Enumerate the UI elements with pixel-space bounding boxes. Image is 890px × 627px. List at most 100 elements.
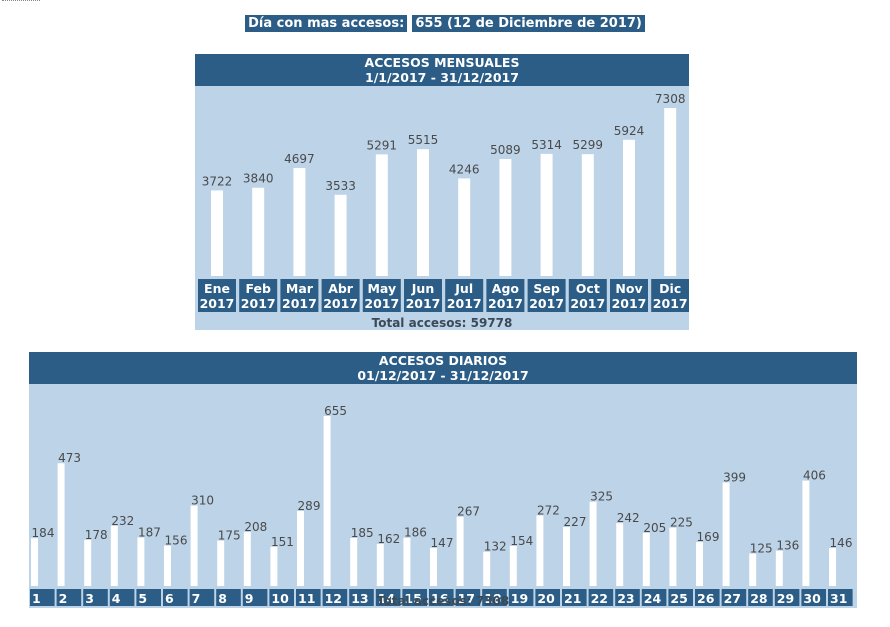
daily-category-label: 27 <box>724 591 741 606</box>
daily-bar-11 <box>297 510 304 586</box>
daily-category-label: 16 <box>431 591 449 606</box>
monthly-category-label: Oct <box>576 281 600 296</box>
monthly-value-label: 5089 <box>490 143 521 157</box>
monthly-category-cell <box>404 279 442 312</box>
daily-value-label: 205 <box>643 521 666 535</box>
daily-bar-14 <box>376 543 384 586</box>
monthly-category-year: 2017 <box>570 296 605 311</box>
daily-value-label: 162 <box>377 532 400 546</box>
daily-category-cell <box>748 589 773 606</box>
daily-category-label: 2 <box>59 591 68 606</box>
daily-category-cell <box>695 589 720 606</box>
monthly-value-label: 4697 <box>284 152 315 166</box>
daily-category-label: 26 <box>697 591 715 606</box>
daily-value-label: 272 <box>537 503 560 517</box>
daily-value-label: 310 <box>191 494 214 508</box>
daily-category-label: 14 <box>378 591 396 606</box>
daily-category-cell <box>455 589 481 606</box>
daily-value-label: 267 <box>457 505 480 519</box>
monthly-category-label: Sep <box>533 281 559 296</box>
monthly-category-year: 2017 <box>323 296 358 311</box>
daily-category-cell <box>828 589 853 606</box>
daily-category-cell <box>375 589 401 606</box>
daily-category-label: 10 <box>271 591 289 606</box>
monthly-value-label: 3840 <box>243 172 274 186</box>
monthly-total-value: 59778 <box>470 316 513 330</box>
daily-bar-20 <box>536 515 544 586</box>
daily-category-cell <box>163 589 188 606</box>
monthly-category-cell <box>568 279 607 312</box>
daily-category-cell <box>721 589 747 606</box>
daily-bar-9 <box>243 532 251 586</box>
daily-category-label: 18 <box>484 591 501 606</box>
monthly-category-cell <box>362 279 401 312</box>
monthly-category-year: 2017 <box>200 296 235 311</box>
daily-bar-8 <box>217 540 225 586</box>
daily-category-cell <box>349 589 374 606</box>
monthly-category-year: 2017 <box>406 296 441 311</box>
daily-bar-12 <box>323 416 331 586</box>
daily-category-cell <box>562 589 587 606</box>
daily-value-label: 147 <box>431 536 454 550</box>
monthly-total: Total accesos: 59778 <box>195 316 689 330</box>
daily-value-label: 186 <box>404 526 427 540</box>
daily-value-label: 325 <box>590 490 613 504</box>
daily-value-label: 225 <box>670 516 693 530</box>
monthly-category-cell <box>445 279 484 312</box>
daily-value-label: 289 <box>298 499 321 513</box>
daily-bar-26 <box>696 542 703 586</box>
daily-value-label: 146 <box>830 536 853 550</box>
daily-value-label: 227 <box>564 515 587 529</box>
daily-chart-panel: ACCESOS DIARIOS 01/12/2017 - 31/12/2017 … <box>29 352 857 608</box>
daily-bar-28 <box>749 553 757 586</box>
daily-bar-22 <box>589 501 597 586</box>
daily-category-cell <box>269 589 294 606</box>
daily-bar-24 <box>642 532 650 586</box>
daily-category-cell <box>641 589 667 606</box>
daily-bar-6 <box>164 545 171 586</box>
monthly-chart-subtitle: 1/1/2017 - 31/12/2017 <box>365 70 519 85</box>
daily-bar-5 <box>137 537 145 586</box>
monthly-bar-sep <box>540 153 553 276</box>
daily-value-label: 156 <box>165 534 188 548</box>
monthly-category-label: Mar <box>286 281 314 296</box>
daily-category-cell <box>774 589 800 606</box>
daily-category-label: 1 <box>32 591 41 606</box>
monthly-category-cell <box>198 279 236 312</box>
monthly-chart-header: ACCESOS MENSUALES 1/1/2017 - 31/12/2017 <box>195 54 689 86</box>
daily-category-label: 28 <box>750 591 767 606</box>
monthly-chart: 3722Ene20173840Feb20174697Mar20173533Abr… <box>198 92 689 312</box>
monthly-value-label: 5924 <box>614 124 645 138</box>
daily-total: Total accesos: 7308 <box>29 594 857 608</box>
daily-chart-header: ACCESOS DIARIOS 01/12/2017 - 31/12/2017 <box>29 352 857 384</box>
daily-value-label: 208 <box>244 520 267 534</box>
daily-bar-1 <box>31 538 38 586</box>
daily-total-value: 7308 <box>475 594 510 608</box>
daily-category-cell <box>801 589 826 606</box>
daily-category-label: 3 <box>85 591 94 606</box>
daily-category-cell <box>216 589 241 606</box>
monthly-category-label: May <box>367 281 396 296</box>
monthly-category-cell <box>280 279 319 312</box>
monthly-chart-panel: ACCESOS MENSUALES 1/1/2017 - 31/12/2017 … <box>195 54 689 330</box>
daily-category-cell <box>30 589 55 606</box>
monthly-value-label: 7308 <box>655 92 686 106</box>
peak-day-value: 655 (12 de Diciembre de 2017) <box>412 15 645 32</box>
daily-category-cell <box>136 589 161 606</box>
daily-category-label: 9 <box>245 591 254 606</box>
daily-category-label: 23 <box>617 591 634 606</box>
monthly-category-year: 2017 <box>653 296 688 311</box>
daily-category-label: 11 <box>298 591 315 606</box>
daily-category-label: 21 <box>564 591 581 606</box>
daily-category-cell <box>668 589 693 606</box>
daily-category-cell <box>588 589 614 606</box>
monthly-bar-oct <box>581 154 594 276</box>
daily-value-label: 184 <box>32 526 55 540</box>
monthly-bar-jun <box>417 149 429 276</box>
daily-category-cell <box>429 589 454 606</box>
monthly-category-year: 2017 <box>447 296 482 311</box>
daily-bar-7 <box>190 505 198 586</box>
daily-bar-16 <box>430 547 437 586</box>
daily-category-label: 20 <box>537 591 555 606</box>
daily-value-label: 151 <box>271 535 294 549</box>
